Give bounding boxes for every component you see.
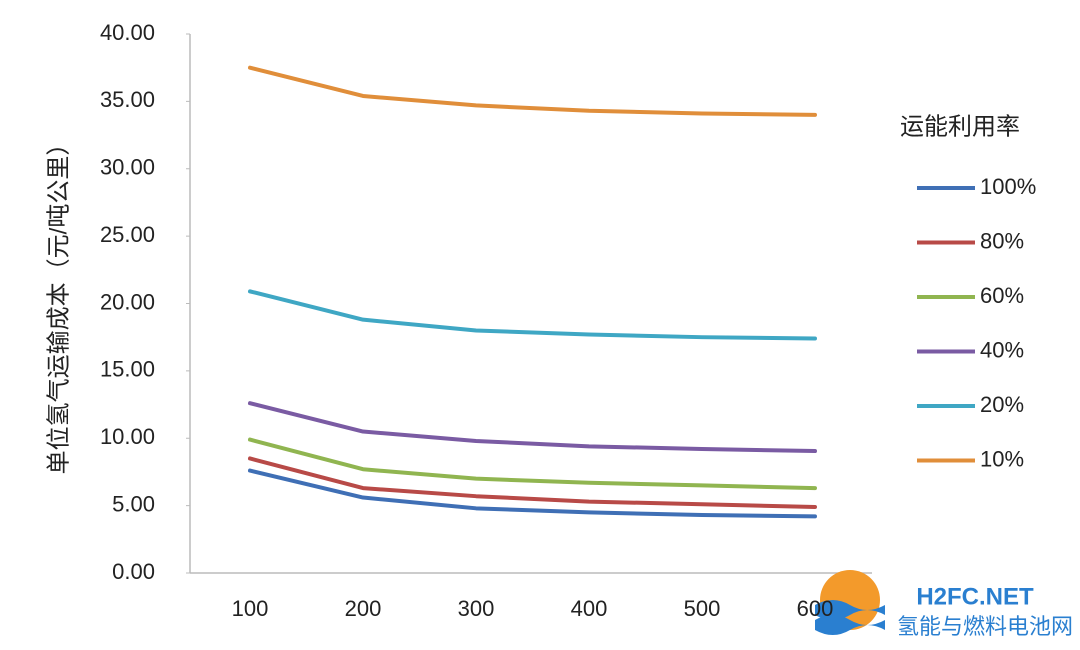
- legend-label: 80%: [980, 228, 1024, 253]
- legend-label: 100%: [980, 174, 1036, 199]
- y-axis-label: 单位氢气运输成本（元/吨公里）: [45, 132, 72, 475]
- watermark-text: 氢能与燃料电池网: [897, 614, 1073, 639]
- x-tick-label: 500: [684, 596, 721, 621]
- y-tick-label: 0.00: [112, 559, 155, 584]
- y-tick-label: 35.00: [100, 87, 155, 112]
- watermark-text: H2FC.NET: [916, 583, 1034, 610]
- x-tick-label: 400: [571, 596, 608, 621]
- line: [248, 401, 817, 454]
- x-tick-label: 100: [232, 596, 269, 621]
- y-tick-label: 25.00: [100, 222, 155, 247]
- x-tick-label: 600: [797, 596, 834, 621]
- y-tick-label: 10.00: [100, 424, 155, 449]
- y-tick-label: 20.00: [100, 289, 155, 314]
- line: [248, 289, 817, 341]
- y-tick-label: 15.00: [100, 357, 155, 382]
- legend-label: 60%: [980, 283, 1024, 308]
- legend-label: 40%: [980, 337, 1024, 362]
- line: [248, 437, 817, 491]
- watermark-logo: [815, 570, 885, 635]
- y-tick-label: 5.00: [112, 491, 155, 516]
- line: [248, 456, 817, 509]
- x-tick-label: 200: [345, 596, 382, 621]
- legend-title: 运能利用率: [900, 113, 1020, 140]
- y-tick-label: 40.00: [100, 20, 155, 45]
- x-tick-label: 300: [458, 596, 495, 621]
- legend-label: 10%: [980, 446, 1024, 471]
- line: [248, 468, 817, 519]
- line: [248, 65, 817, 117]
- y-tick-label: 30.00: [100, 155, 155, 180]
- legend-label: 20%: [980, 392, 1024, 417]
